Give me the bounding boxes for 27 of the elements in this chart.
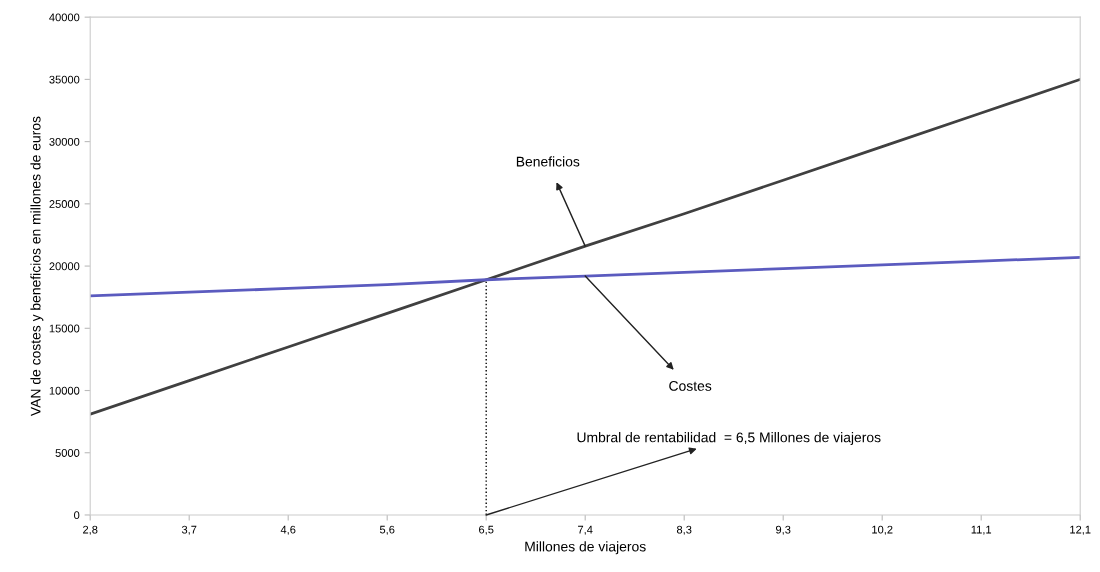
line-series	[90, 78, 1081, 416]
x-tick-label: 4,6	[280, 525, 296, 535]
x-tick-label: 11,1	[971, 525, 992, 535]
y-tick-label: 25000	[49, 200, 80, 208]
annotation: Umbral de rentabilidad = 6,5 Millones de viajeros	[577, 432, 881, 446]
x-tick-label: 10,2	[872, 525, 893, 535]
x-tick-label: 12,1	[1070, 525, 1091, 535]
annotation: Beneficios	[516, 156, 580, 167]
y-tick-label: 10000	[49, 386, 80, 395]
y-axis-title: VAN de costes y beneficios en millones de euros	[30, 116, 44, 417]
line-series	[90, 255, 1081, 298]
x-tick-label: 9,3	[776, 525, 791, 535]
x-axis-title: Millones de viajeros	[525, 541, 646, 555]
annotation: Costes	[669, 381, 712, 391]
y-tick-label: 35000	[49, 75, 80, 84]
y-tick-label: 15000	[49, 324, 80, 333]
y-tick-label: 40000	[49, 13, 80, 22]
y-tick-label: 30000	[49, 137, 80, 146]
y-tick-label: 0	[74, 511, 80, 520]
x-tick-label: 6,5	[479, 525, 494, 535]
x-tick-label: 7,4	[578, 525, 593, 535]
x-tick-label: 8,3	[676, 525, 692, 535]
x-tick-label: 5,6	[379, 525, 395, 535]
y-tick-label: 20000	[49, 262, 80, 271]
y-tick-label: 5000	[55, 449, 80, 457]
x-tick-label: 2,8	[83, 525, 98, 535]
x-tick-label: 3,7	[181, 525, 197, 535]
